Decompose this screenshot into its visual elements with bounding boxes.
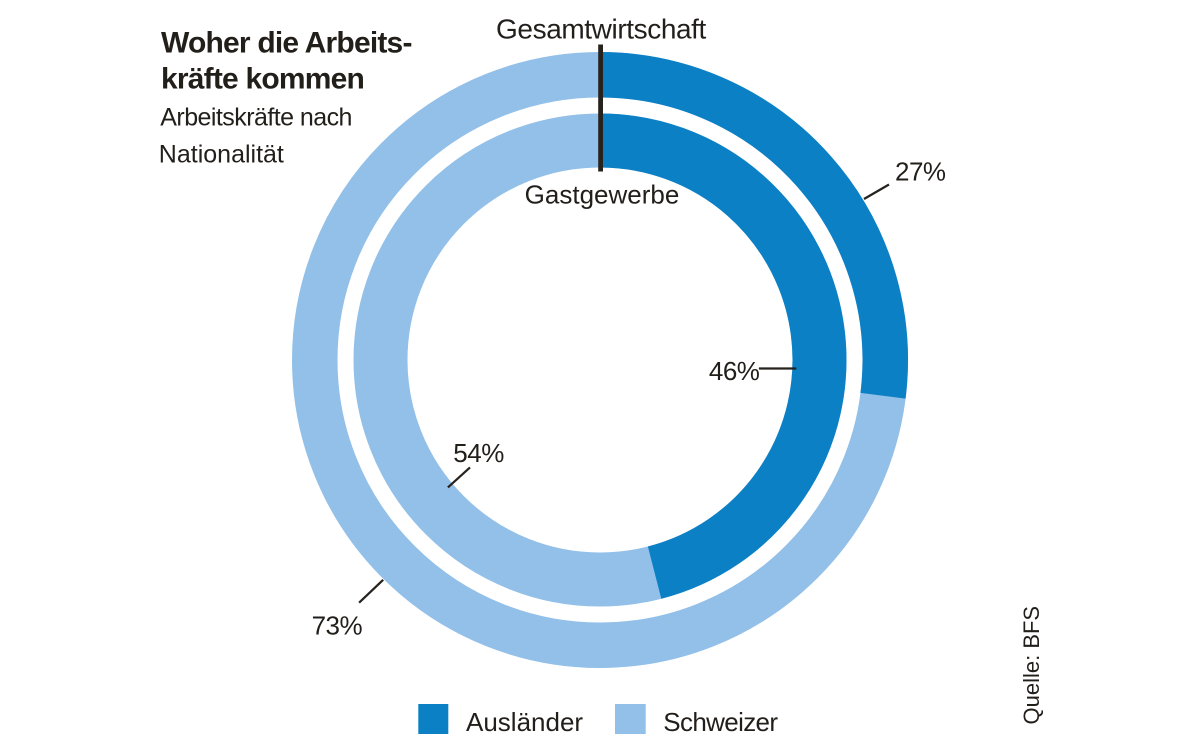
svg-text:Nationalität: Nationalität: [159, 140, 284, 168]
svg-text:Arbeitskräfte nach: Arbeitskräfte nach: [160, 104, 352, 132]
svg-text:Gesamtwirtschaft: Gesamtwirtschaft: [496, 13, 706, 44]
svg-text:kräfte kommen: kräfte kommen: [161, 63, 364, 96]
svg-text:27%: 27%: [895, 157, 946, 187]
svg-text:Woher die Arbeits-: Woher die Arbeits-: [161, 26, 412, 59]
svg-text:46%: 46%: [709, 356, 760, 386]
svg-text:Ausländer: Ausländer: [466, 707, 583, 737]
svg-text:73%: 73%: [312, 611, 363, 641]
svg-text:Quelle: BFS: Quelle: BFS: [1019, 606, 1044, 725]
svg-text:Gastgewerbe: Gastgewerbe: [525, 179, 680, 209]
svg-text:54%: 54%: [453, 438, 504, 468]
svg-text:Schweizer: Schweizer: [663, 707, 778, 737]
